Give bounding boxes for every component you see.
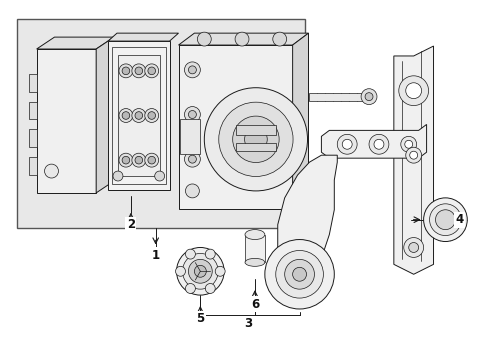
- Circle shape: [205, 249, 215, 259]
- Polygon shape: [393, 46, 433, 274]
- Circle shape: [44, 164, 59, 178]
- Circle shape: [188, 111, 196, 118]
- Circle shape: [184, 107, 200, 122]
- Circle shape: [185, 249, 195, 259]
- Circle shape: [147, 67, 155, 75]
- Bar: [17, 19, 304, 228]
- Bar: [118, 55, 160, 176]
- Circle shape: [132, 64, 145, 78]
- Polygon shape: [178, 45, 292, 209]
- Circle shape: [398, 76, 427, 105]
- Polygon shape: [96, 37, 114, 193]
- Circle shape: [264, 239, 334, 309]
- Circle shape: [119, 153, 133, 167]
- Circle shape: [175, 266, 185, 276]
- Circle shape: [205, 284, 215, 293]
- Circle shape: [194, 265, 206, 277]
- Polygon shape: [37, 49, 96, 193]
- Circle shape: [154, 171, 164, 181]
- Circle shape: [188, 155, 196, 163]
- Circle shape: [197, 32, 211, 46]
- Polygon shape: [29, 129, 37, 147]
- Circle shape: [119, 64, 133, 78]
- Circle shape: [423, 198, 467, 242]
- Ellipse shape: [244, 258, 264, 266]
- Circle shape: [400, 136, 416, 152]
- Circle shape: [428, 204, 460, 235]
- Polygon shape: [292, 33, 308, 209]
- Circle shape: [235, 32, 248, 46]
- Bar: [244, 235, 264, 262]
- Circle shape: [135, 156, 142, 164]
- Bar: [236, 125, 275, 135]
- Polygon shape: [29, 157, 37, 175]
- Circle shape: [368, 134, 388, 154]
- Circle shape: [218, 102, 292, 176]
- Circle shape: [144, 153, 158, 167]
- Circle shape: [404, 140, 412, 148]
- Circle shape: [204, 88, 307, 191]
- Polygon shape: [321, 125, 426, 158]
- Circle shape: [185, 284, 195, 293]
- Circle shape: [337, 134, 356, 154]
- Circle shape: [435, 210, 454, 230]
- Circle shape: [272, 32, 286, 46]
- Ellipse shape: [244, 230, 264, 239]
- Text: 5: 5: [196, 312, 204, 325]
- Bar: [309, 93, 364, 100]
- Bar: [112, 47, 165, 184]
- Circle shape: [342, 139, 351, 149]
- Circle shape: [144, 64, 158, 78]
- Circle shape: [184, 62, 200, 78]
- Circle shape: [405, 83, 421, 99]
- Circle shape: [122, 67, 129, 75]
- Polygon shape: [108, 41, 169, 190]
- Circle shape: [185, 184, 199, 198]
- Text: 1: 1: [151, 249, 160, 262]
- Circle shape: [232, 116, 279, 162]
- Circle shape: [119, 109, 133, 122]
- Circle shape: [408, 243, 418, 252]
- Text: 4: 4: [454, 213, 463, 226]
- Circle shape: [135, 112, 142, 119]
- Polygon shape: [277, 155, 337, 267]
- Circle shape: [292, 267, 306, 281]
- Bar: [236, 143, 275, 151]
- Polygon shape: [29, 102, 37, 120]
- Circle shape: [135, 67, 142, 75]
- Polygon shape: [37, 37, 114, 49]
- Circle shape: [144, 109, 158, 122]
- Circle shape: [215, 266, 224, 276]
- Circle shape: [405, 147, 421, 163]
- Circle shape: [122, 156, 129, 164]
- Circle shape: [284, 260, 314, 289]
- Text: 3: 3: [244, 318, 251, 330]
- Polygon shape: [178, 33, 308, 45]
- Text: 6: 6: [250, 297, 259, 311]
- Text: 2: 2: [126, 218, 135, 231]
- Bar: [180, 120, 200, 154]
- Circle shape: [373, 139, 383, 149]
- Circle shape: [147, 156, 155, 164]
- Circle shape: [188, 66, 196, 74]
- Circle shape: [275, 251, 323, 298]
- Circle shape: [176, 247, 224, 295]
- Polygon shape: [108, 33, 178, 41]
- Circle shape: [113, 171, 122, 181]
- Circle shape: [132, 109, 145, 122]
- Circle shape: [132, 153, 145, 167]
- Circle shape: [244, 128, 267, 151]
- Circle shape: [184, 151, 200, 167]
- Circle shape: [122, 112, 129, 119]
- Circle shape: [147, 112, 155, 119]
- Circle shape: [360, 89, 376, 105]
- Circle shape: [182, 253, 218, 289]
- Circle shape: [403, 238, 423, 257]
- Circle shape: [409, 151, 417, 159]
- Circle shape: [365, 93, 372, 100]
- Polygon shape: [29, 74, 37, 92]
- Circle shape: [188, 260, 212, 283]
